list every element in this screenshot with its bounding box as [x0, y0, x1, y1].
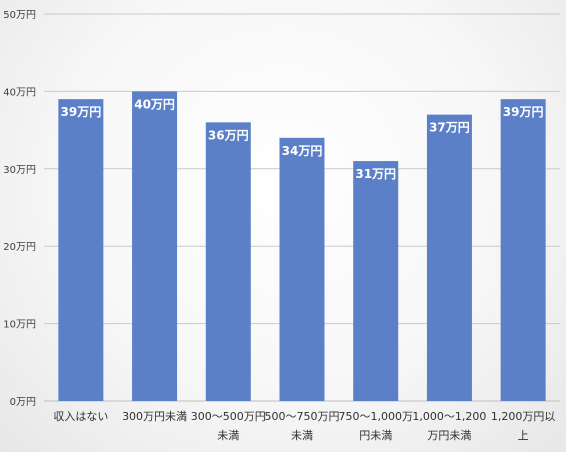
y-tick-label: 0万円 [10, 397, 36, 408]
data-label: 39万円 [503, 105, 544, 119]
data-label: 39万円 [61, 105, 102, 119]
x-tick-label: 300万円未満 [122, 410, 187, 423]
y-tick-label: 40万円 [3, 87, 36, 98]
bar [279, 137, 325, 401]
bar [500, 99, 546, 401]
x-tick-label: 未満 [291, 429, 313, 442]
x-tick-label: 収入はない [53, 410, 108, 423]
x-tick-label: 上 [518, 429, 529, 442]
y-tick-label: 30万円 [3, 165, 36, 176]
x-tick-label: 円未満 [359, 429, 392, 442]
x-tick-label: 未満 [217, 429, 239, 442]
x-tick-label: 万円未満 [427, 429, 471, 442]
x-tick-label: 750～1,000万 [338, 410, 413, 423]
bar [58, 99, 104, 401]
bar [426, 114, 472, 402]
x-tick-label: 1,000～1,200 [412, 410, 486, 423]
bar [205, 122, 251, 402]
y-tick-label: 20万円 [3, 242, 36, 253]
bar [132, 91, 178, 402]
data-label: 31万円 [355, 167, 396, 181]
data-label: 40万円 [134, 97, 175, 111]
x-tick-label: 300～500万円 [191, 410, 266, 423]
x-tick-label: 1,200万円以 [491, 410, 556, 423]
y-tick-label: 10万円 [3, 320, 36, 331]
data-label: 36万円 [208, 128, 249, 142]
y-tick-label: 50万円 [3, 10, 36, 21]
data-label: 34万円 [282, 144, 323, 158]
bar [353, 161, 399, 401]
data-label: 37万円 [429, 121, 470, 135]
x-tick-label: 500～750万円 [265, 410, 340, 423]
